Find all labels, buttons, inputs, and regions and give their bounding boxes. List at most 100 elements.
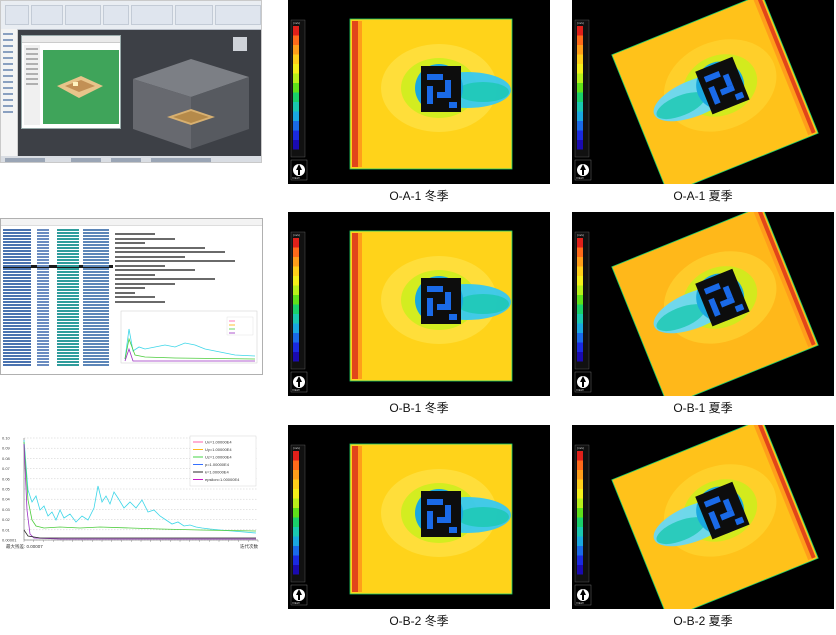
legend-label: k=1.00000E4 — [205, 470, 229, 475]
view-cube-icon[interactable] — [233, 37, 247, 51]
legend-label: Ux=1.00000E4 — [205, 440, 232, 445]
legend-swatch — [577, 470, 583, 480]
y-tick-label: 0.06 — [2, 476, 11, 481]
north-arrow-icon: VIEW — [574, 584, 592, 606]
speed-legend: (m/s) — [574, 444, 590, 583]
solver-window — [0, 218, 263, 375]
legend-swatch — [577, 333, 583, 343]
legend-swatch — [293, 508, 299, 518]
legend-swatch — [293, 536, 299, 546]
legend-swatch — [293, 26, 299, 36]
wake-core — [656, 517, 706, 545]
wake-core — [457, 507, 509, 527]
inlet-band — [352, 233, 358, 379]
legend-swatch — [577, 92, 583, 102]
y-tick-label: 0.09 — [2, 446, 11, 451]
legend-swatch — [577, 479, 583, 489]
north-label: VIEW — [576, 176, 584, 180]
y-tick-label: 0.10 — [2, 436, 11, 441]
y-tick-label: 0.04 — [2, 497, 11, 502]
chart-legend — [189, 435, 257, 487]
north-label: VIEW — [576, 601, 584, 605]
wind-panel-ob2-summer: (m/s) VIEW — [572, 425, 834, 609]
solver-residual-chart — [120, 310, 258, 364]
speed-legend: (m/s) — [574, 19, 590, 158]
panel-caption: O-A-1 夏季 — [673, 189, 733, 203]
speed-legend: (m/s) — [290, 19, 306, 158]
solver-title-bar — [1, 219, 262, 226]
y-tick-label: 0.07 — [2, 466, 11, 471]
legend-swatch — [293, 64, 299, 74]
y-tick-label: 0.08 — [2, 456, 11, 461]
legend-unit: (m/s) — [577, 233, 584, 237]
wind-field-plot: (m/s) VIEW — [290, 18, 513, 181]
y-tick-label: 0.01 — [2, 527, 11, 532]
legend-swatch — [293, 257, 299, 267]
legend-swatch — [293, 546, 299, 556]
inlet-gradient — [757, 212, 816, 346]
series-purple — [23, 443, 256, 540]
legend-swatch — [293, 498, 299, 508]
building-footprint — [695, 56, 750, 115]
inlet-gradient — [358, 446, 362, 592]
cad-3d-model — [133, 37, 249, 149]
legend-swatch — [293, 45, 299, 55]
legend-swatch — [577, 121, 583, 131]
legend-swatch — [577, 489, 583, 499]
legend-swatch — [293, 314, 299, 324]
panel-caption: O-B-1 冬季 — [389, 401, 449, 415]
inlet-gradient — [757, 425, 816, 559]
legend-swatch — [293, 285, 299, 295]
legend-swatch — [293, 470, 299, 480]
wind-field-plot: (m/s) VIEW — [574, 425, 819, 609]
legend-swatch — [577, 304, 583, 314]
legend-swatch — [293, 238, 299, 248]
legend-swatch — [293, 489, 299, 499]
legend-swatch — [577, 517, 583, 527]
legend-swatch — [577, 257, 583, 267]
legend-swatch — [293, 565, 299, 575]
legend-swatch — [577, 323, 583, 333]
cad-sidebar — [1, 29, 18, 156]
wind-field-plot: (m/s) VIEW — [574, 212, 819, 396]
legend-label: p=1.00000E4 — [205, 462, 230, 467]
legend-unit: (m/s) — [577, 21, 584, 25]
solver-results-table — [3, 229, 113, 371]
x-axis-label: 迭代次数 — [240, 543, 258, 550]
legend-swatch — [293, 83, 299, 93]
legend-swatch — [577, 536, 583, 546]
speed-legend: (m/s) — [290, 444, 306, 583]
wake-core — [656, 304, 706, 332]
velocity-field — [611, 425, 819, 609]
inlet-gradient — [358, 233, 362, 379]
legend-swatch — [293, 92, 299, 102]
legend-swatch — [577, 35, 583, 45]
legend-swatch — [293, 479, 299, 489]
north-label: VIEW — [292, 601, 300, 605]
inlet-gradient — [757, 0, 816, 134]
legend-swatch — [577, 111, 583, 121]
legend-swatch — [293, 73, 299, 83]
series-green — [23, 441, 257, 532]
series-black — [23, 529, 256, 539]
inlet-band — [352, 446, 358, 592]
legend-swatch — [293, 266, 299, 276]
wind-panel-oa1-summer: (m/s) VIEW — [572, 0, 834, 184]
cad-ribbon — [1, 1, 261, 30]
legend-label: Uy=1.00000E4 — [205, 447, 232, 452]
legend-swatch — [293, 304, 299, 314]
preview-window — [21, 35, 121, 129]
solver-log — [115, 229, 261, 309]
wind-panel-ob1-summer: (m/s) VIEW — [572, 212, 834, 396]
legend-swatch — [293, 323, 299, 333]
panel-caption: O-B-1 夏季 — [673, 401, 733, 415]
velocity-field — [349, 18, 513, 170]
y-tick-label: 0.02 — [2, 517, 11, 522]
north-arrow-icon: VIEW — [574, 159, 592, 181]
y-tick-label: 0.03 — [2, 507, 11, 512]
panel-caption: O-B-2 冬季 — [389, 614, 449, 628]
legend-unit: (m/s) — [293, 21, 300, 25]
wind-panel-ob2-winter: (m/s) VIEW — [288, 425, 550, 609]
wind-field-plot: (m/s) VIEW — [290, 443, 513, 606]
legend-swatch — [577, 527, 583, 537]
